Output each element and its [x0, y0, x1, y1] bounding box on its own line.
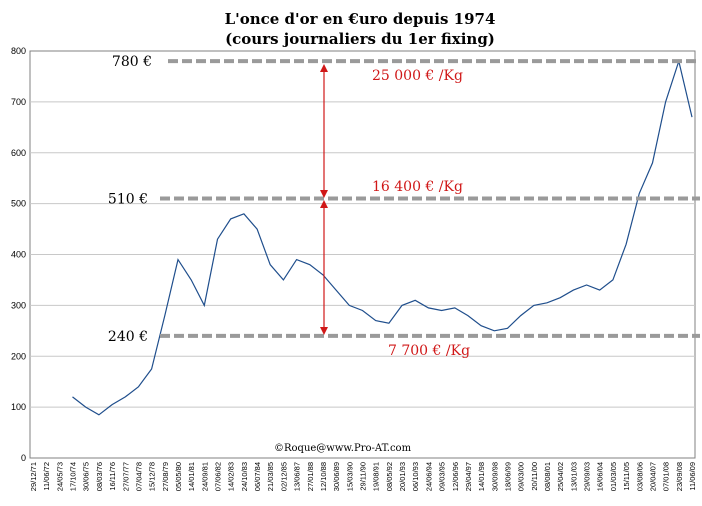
- arrow-head-mid-up: [320, 200, 328, 208]
- x-tick-label: 20/04/07: [648, 462, 657, 491]
- x-tick-label: 07/01/08: [662, 462, 671, 491]
- x-tick-label: 24/05/73: [55, 462, 64, 491]
- x-tick-label: 05/05/80: [174, 462, 183, 491]
- y-tick-label: 200: [11, 351, 26, 361]
- x-tick-label: 30/09/98: [490, 462, 499, 491]
- x-tick-label: 29/04/97: [464, 462, 473, 491]
- x-tick-label: 03/08/06: [635, 462, 644, 491]
- x-tick-label: 30/06/89: [332, 462, 341, 491]
- x-tick-label: 12/10/88: [319, 462, 328, 491]
- x-tick-label: 29/11/90: [359, 462, 368, 491]
- x-tick-label: 06/07/84: [253, 462, 262, 491]
- x-tick-label: 07/04/78: [134, 462, 143, 491]
- x-tick-label: 16/11/76: [108, 462, 117, 491]
- x-tick-label: 24/10/83: [240, 462, 249, 491]
- chart-title: L'once d'or en €uro depuis 1974: [225, 10, 496, 28]
- y-tick-label: 800: [11, 46, 26, 56]
- x-tick-label: 06/10/93: [411, 462, 420, 491]
- x-tick-label: 20/01/93: [398, 462, 407, 491]
- x-tick-label: 25/04/02: [556, 462, 565, 491]
- reference-label-510: 510 €: [108, 192, 148, 208]
- x-tick-label: 13/06/87: [293, 462, 302, 491]
- x-tick-label: 09/03/95: [438, 462, 447, 491]
- x-axis: 29/12/71 11/06/72 24/05/73 17/10/74 30/06/75…: [29, 462, 697, 491]
- x-tick-label: 17/10/74: [69, 462, 78, 491]
- x-tick-label: 18/06/99: [503, 462, 512, 491]
- x-tick-label: 08/05/92: [385, 462, 394, 491]
- x-tick-label: 13/01/03: [569, 462, 578, 491]
- x-tick-label: 11/06/09: [688, 462, 697, 491]
- x-tick-label: 20/11/00: [530, 462, 539, 491]
- x-tick-label: 15/12/78: [148, 462, 157, 491]
- arrow-head-mid-down: [320, 190, 328, 198]
- x-tick-label: 14/01/81: [187, 462, 196, 491]
- x-tick-label: 19/08/91: [372, 462, 381, 491]
- x-tick-label: 21/03/85: [266, 462, 275, 491]
- x-tick-label: 12/06/96: [451, 462, 460, 491]
- x-tick-label: 24/06/94: [424, 462, 433, 491]
- x-tick-label: 14/02/83: [227, 462, 236, 491]
- x-tick-label: 23/09/08: [675, 462, 684, 491]
- y-tick-label: 600: [11, 148, 26, 158]
- reference-label-240: 240 €: [108, 329, 148, 345]
- x-tick-label: 27/01/88: [306, 462, 315, 491]
- x-tick-label: 08/03/76: [95, 462, 104, 491]
- annotation-25000: 25 000 € /Kg: [372, 68, 463, 84]
- arrow-head-bottom: [320, 327, 328, 335]
- reference-label-780: 780 €: [112, 54, 152, 70]
- x-tick-label: 30/06/75: [82, 462, 91, 491]
- x-tick-label: 09/03/00: [517, 462, 526, 491]
- x-tick-label: 11/06/72: [42, 462, 51, 491]
- x-tick-label: 15/11/05: [622, 462, 631, 491]
- y-axis: 0 100 200 300 400 500 600 700 800: [11, 46, 26, 463]
- annotation-16400: 16 400 € /Kg: [372, 179, 463, 195]
- x-tick-label: 01/03/05: [609, 462, 618, 491]
- annotation-7700: 7 700 € /Kg: [388, 343, 470, 359]
- x-tick-label: 27/08/79: [161, 462, 170, 491]
- y-tick-label: 300: [11, 300, 26, 310]
- y-tick-label: 100: [11, 402, 26, 412]
- y-tick-label: 700: [11, 97, 26, 107]
- x-tick-label: 16/06/04: [596, 462, 605, 491]
- x-tick-label: 29/12/71: [29, 462, 38, 491]
- credit-text: ©Roque@www.Pro-AT.com: [274, 443, 412, 454]
- y-tick-label: 400: [11, 250, 26, 260]
- x-tick-label: 07/06/82: [214, 462, 223, 491]
- x-tick-label: 27/07/77: [121, 462, 130, 491]
- x-tick-label: 24/09/81: [200, 462, 209, 491]
- y-tick-label: 0: [21, 453, 26, 463]
- x-tick-label: 02/12/85: [279, 462, 288, 491]
- arrow-head-top: [320, 64, 328, 72]
- reference-lines: 780 € 510 € 240 €: [108, 54, 700, 345]
- gold-price-line: [72, 58, 693, 416]
- chart-subtitle: (cours journaliers du 1er fixing): [225, 30, 495, 48]
- grid-lines: [30, 101, 695, 408]
- range-arrows: [320, 64, 328, 335]
- x-tick-label: 29/09/03: [583, 462, 592, 491]
- x-tick-label: 14/01/98: [477, 462, 486, 491]
- y-tick-label: 500: [11, 199, 26, 209]
- x-tick-label: 15/03/90: [345, 462, 354, 491]
- x-tick-label: 08/08/01: [543, 462, 552, 491]
